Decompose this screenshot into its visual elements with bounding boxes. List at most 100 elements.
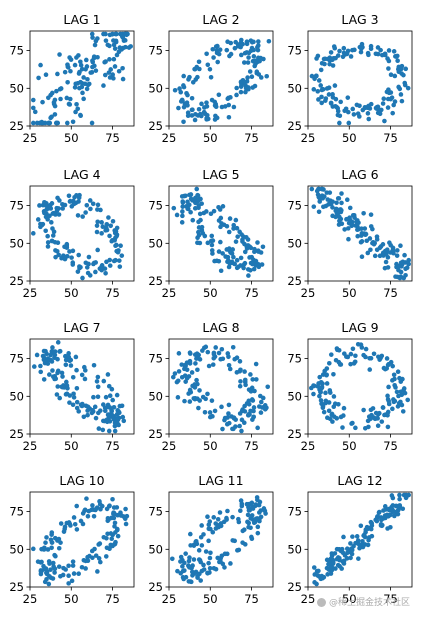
scatter-point bbox=[394, 389, 400, 395]
y-tick-label: 75 bbox=[9, 505, 24, 519]
scatter-point bbox=[367, 356, 372, 361]
axes-frame bbox=[307, 30, 413, 127]
scatter-point bbox=[258, 508, 264, 513]
scatter-point bbox=[226, 229, 232, 235]
scatter-point bbox=[402, 390, 408, 396]
scatter-point bbox=[95, 202, 101, 208]
scatter-point bbox=[390, 378, 395, 383]
scatter-point bbox=[211, 566, 217, 571]
scatter-point bbox=[121, 418, 127, 424]
scatter-point bbox=[31, 546, 36, 552]
scatter-point bbox=[395, 264, 400, 269]
scatter-point bbox=[75, 106, 81, 112]
scatter-point bbox=[319, 186, 325, 192]
scatter-point bbox=[337, 214, 342, 220]
scatter-point bbox=[341, 405, 347, 411]
y-tick-label: 50 bbox=[148, 542, 163, 556]
scatter-point bbox=[380, 101, 386, 106]
scatter-point bbox=[395, 274, 400, 280]
scatter-point bbox=[255, 497, 260, 503]
scatter-point bbox=[375, 416, 380, 421]
scatter-point bbox=[324, 190, 330, 195]
scatter-point bbox=[384, 356, 390, 361]
subplot-title: LAG 4 bbox=[63, 167, 100, 182]
scatter-point bbox=[69, 255, 74, 260]
scatter-point bbox=[191, 557, 197, 562]
scatter-point bbox=[65, 79, 70, 85]
scatter-point bbox=[192, 382, 198, 387]
scatter-point bbox=[52, 103, 58, 109]
x-tick-label: 25 bbox=[23, 286, 38, 300]
scatter-point bbox=[76, 53, 81, 58]
scatter-point bbox=[216, 350, 222, 356]
scatter-point bbox=[96, 426, 102, 431]
scatter-point bbox=[253, 258, 259, 264]
scatter-point bbox=[238, 379, 243, 384]
scatter-point bbox=[60, 384, 65, 390]
scatter-point bbox=[232, 45, 238, 51]
scatter-point bbox=[250, 261, 255, 267]
scatter-point bbox=[205, 391, 210, 397]
scatter-point bbox=[184, 367, 190, 373]
x-tick-label: 25 bbox=[162, 131, 177, 145]
scatter-point bbox=[254, 262, 259, 268]
scatter-point bbox=[395, 511, 401, 517]
scatter-point bbox=[46, 581, 52, 587]
scatter-point bbox=[39, 559, 44, 565]
scatter-point bbox=[80, 401, 85, 407]
scatter-point bbox=[66, 573, 71, 578]
scatter-point bbox=[85, 408, 90, 413]
scatter-point bbox=[86, 254, 92, 260]
scatter-point bbox=[243, 382, 248, 388]
axes-frame bbox=[307, 491, 413, 588]
scatter-point bbox=[70, 563, 76, 568]
scatter-point bbox=[346, 120, 352, 126]
scatter-point bbox=[219, 404, 224, 410]
scatter-point bbox=[88, 206, 93, 212]
scatter-point bbox=[316, 78, 322, 83]
scatter-point bbox=[43, 72, 49, 78]
scatter-point bbox=[226, 411, 231, 416]
scatter-point bbox=[105, 402, 111, 408]
scatter-point bbox=[362, 425, 368, 431]
scatter-point bbox=[43, 566, 49, 571]
scatter-point bbox=[367, 367, 373, 372]
scatter-point bbox=[56, 545, 62, 551]
scatter-point bbox=[403, 66, 409, 72]
scatter-point bbox=[209, 233, 215, 239]
scatter-point bbox=[118, 512, 124, 518]
scatter-point bbox=[186, 558, 192, 564]
scatter-point bbox=[339, 200, 344, 206]
scatter-point bbox=[110, 237, 115, 243]
scatter-point bbox=[55, 384, 61, 389]
scatter-point bbox=[397, 496, 402, 502]
scatter-point bbox=[199, 101, 204, 107]
scatter-point bbox=[347, 205, 353, 211]
scatter-point bbox=[397, 86, 403, 92]
scatter-point bbox=[88, 70, 94, 75]
scatter-point bbox=[231, 426, 236, 432]
scatter-point bbox=[239, 52, 244, 58]
subplot-lag-2: LAG 2 25 50 75 25 50 75 bbox=[148, 12, 274, 145]
scatter-point bbox=[397, 492, 402, 498]
scatter-point bbox=[190, 79, 196, 85]
x-tick-label: 25 bbox=[162, 286, 177, 300]
scatter-points bbox=[31, 496, 130, 587]
scatter-point bbox=[38, 569, 44, 574]
scatter-point bbox=[89, 31, 95, 37]
scatter-point bbox=[82, 376, 88, 382]
scatter-point bbox=[344, 354, 349, 359]
scatter-point bbox=[38, 221, 43, 227]
scatter-point bbox=[220, 426, 225, 432]
scatter-point bbox=[309, 73, 315, 79]
scatter-point bbox=[334, 416, 340, 421]
scatter-point bbox=[96, 556, 102, 561]
scatter-point bbox=[178, 89, 184, 95]
scatter-point bbox=[78, 59, 83, 65]
scatter-point bbox=[189, 370, 195, 375]
scatter-point bbox=[348, 541, 353, 546]
scatter-point bbox=[45, 547, 51, 552]
scatter-point bbox=[227, 366, 233, 372]
scatter-point bbox=[66, 193, 72, 199]
scatter-point bbox=[83, 57, 89, 63]
